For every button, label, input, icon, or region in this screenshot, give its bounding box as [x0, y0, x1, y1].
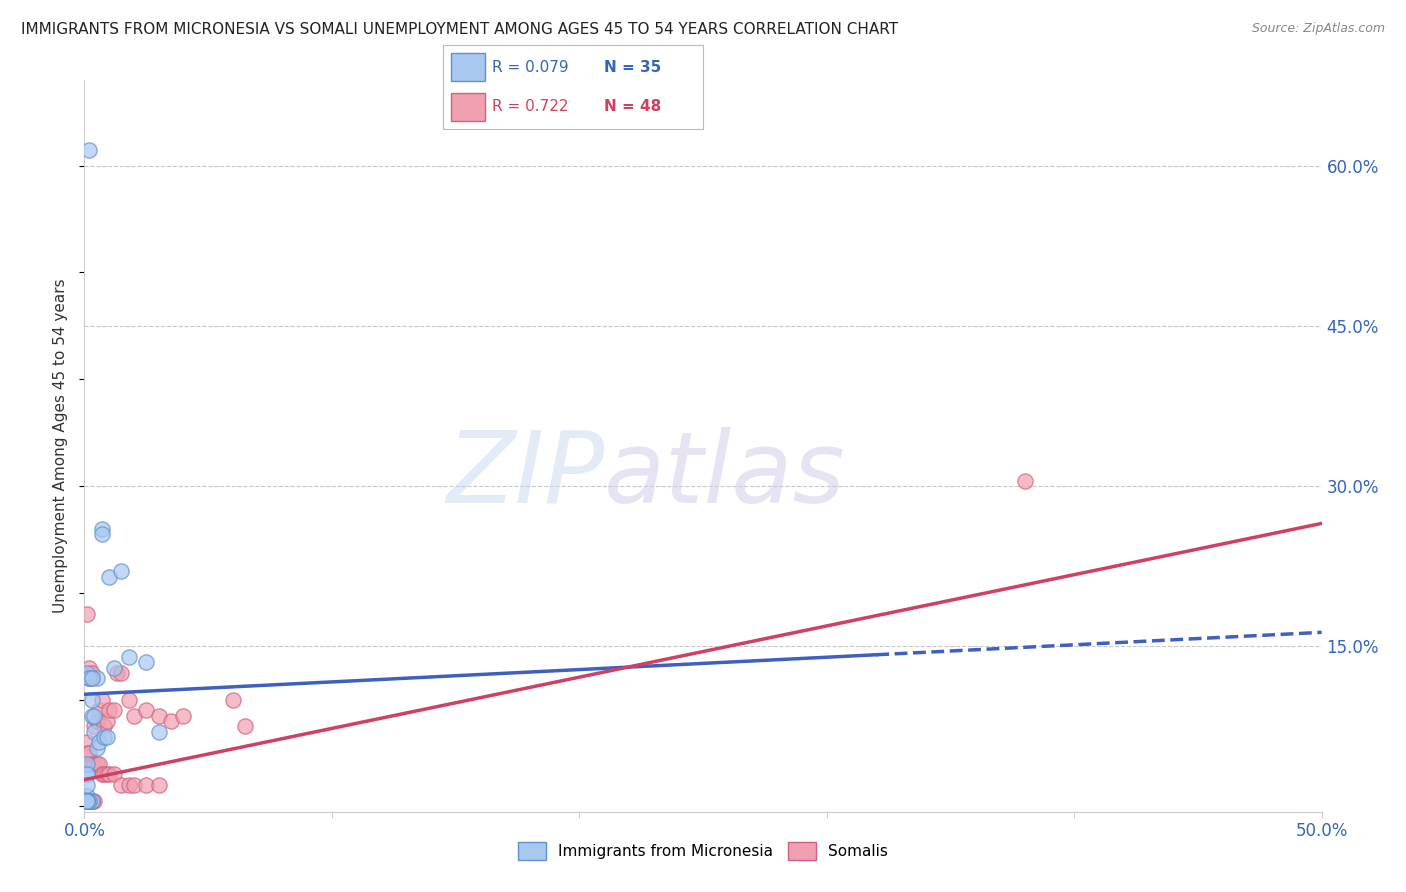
Point: [90, 527, 112, 541]
Point: [79, 660, 101, 674]
Point: [79, 671, 101, 685]
Point: [80, 671, 103, 685]
Point: [96, 730, 118, 744]
Point: [76, 607, 98, 622]
Text: atlas: atlas: [605, 426, 845, 524]
Point: [86, 756, 108, 771]
Point: [80, 708, 103, 723]
Point: [79, 671, 101, 685]
Point: [98, 570, 121, 584]
Point: [90, 767, 112, 781]
Point: [86, 740, 108, 755]
Point: [86, 671, 108, 685]
Point: [80, 692, 103, 706]
Point: [105, 665, 128, 680]
Point: [76, 794, 98, 808]
Point: [93, 767, 115, 781]
Point: [76, 746, 98, 760]
Point: [98, 767, 121, 781]
Point: [148, 778, 170, 792]
Point: [76, 794, 98, 808]
Point: [118, 778, 141, 792]
Point: [90, 522, 112, 536]
Point: [76, 767, 98, 781]
Point: [98, 703, 121, 717]
Point: [103, 767, 125, 781]
Point: [80, 794, 103, 808]
Point: [103, 660, 125, 674]
Point: [80, 671, 103, 685]
Point: [80, 794, 103, 808]
Point: [76, 665, 98, 680]
Point: [122, 778, 145, 792]
Point: [76, 789, 98, 803]
Text: ZIP: ZIP: [446, 426, 605, 524]
Text: N = 48: N = 48: [605, 99, 661, 114]
Point: [110, 778, 132, 792]
FancyBboxPatch shape: [451, 93, 485, 120]
Point: [79, 794, 101, 808]
Point: [79, 794, 101, 808]
Y-axis label: Unemployment Among Ages 45 to 54 years: Unemployment Among Ages 45 to 54 years: [53, 278, 69, 614]
Point: [118, 649, 141, 664]
Point: [135, 703, 157, 717]
Point: [76, 767, 98, 781]
Point: [76, 794, 98, 808]
Point: [93, 730, 115, 744]
Point: [89, 756, 111, 771]
Legend: Immigrants from Micronesia, Somalis: Immigrants from Micronesia, Somalis: [512, 837, 894, 866]
Point: [79, 143, 101, 157]
Point: [76, 794, 98, 808]
Point: [80, 794, 103, 808]
Point: [76, 794, 98, 808]
Point: [1014, 474, 1036, 488]
Point: [118, 692, 141, 706]
Point: [79, 794, 101, 808]
Point: [83, 756, 105, 771]
Text: IMMIGRANTS FROM MICRONESIA VS SOMALI UNEMPLOYMENT AMONG AGES 45 TO 54 YEARS CORR: IMMIGRANTS FROM MICRONESIA VS SOMALI UNE…: [21, 22, 898, 37]
Point: [90, 692, 112, 706]
Point: [76, 735, 98, 749]
Point: [83, 708, 105, 723]
Point: [148, 708, 170, 723]
Text: R = 0.079: R = 0.079: [492, 60, 569, 75]
Text: N = 35: N = 35: [605, 60, 661, 75]
Point: [160, 714, 183, 728]
Point: [89, 703, 111, 717]
Point: [83, 794, 105, 808]
Point: [83, 724, 105, 739]
Point: [80, 756, 103, 771]
Point: [110, 565, 132, 579]
Point: [103, 703, 125, 717]
Point: [89, 735, 111, 749]
Text: R = 0.722: R = 0.722: [492, 99, 569, 114]
Point: [135, 655, 157, 669]
Point: [79, 746, 101, 760]
Point: [79, 671, 101, 685]
Text: Source: ZipAtlas.com: Source: ZipAtlas.com: [1251, 22, 1385, 36]
Point: [76, 778, 98, 792]
Point: [80, 665, 103, 680]
Point: [222, 692, 245, 706]
Point: [135, 778, 157, 792]
Point: [96, 714, 118, 728]
Point: [93, 719, 115, 733]
Point: [86, 714, 108, 728]
Point: [148, 724, 170, 739]
Point: [83, 719, 105, 733]
Point: [233, 719, 256, 733]
Point: [96, 767, 118, 781]
Point: [122, 708, 145, 723]
Point: [79, 794, 101, 808]
Point: [76, 794, 98, 808]
Point: [172, 708, 194, 723]
Point: [76, 794, 98, 808]
FancyBboxPatch shape: [451, 54, 485, 81]
Point: [76, 756, 98, 771]
Point: [110, 665, 132, 680]
